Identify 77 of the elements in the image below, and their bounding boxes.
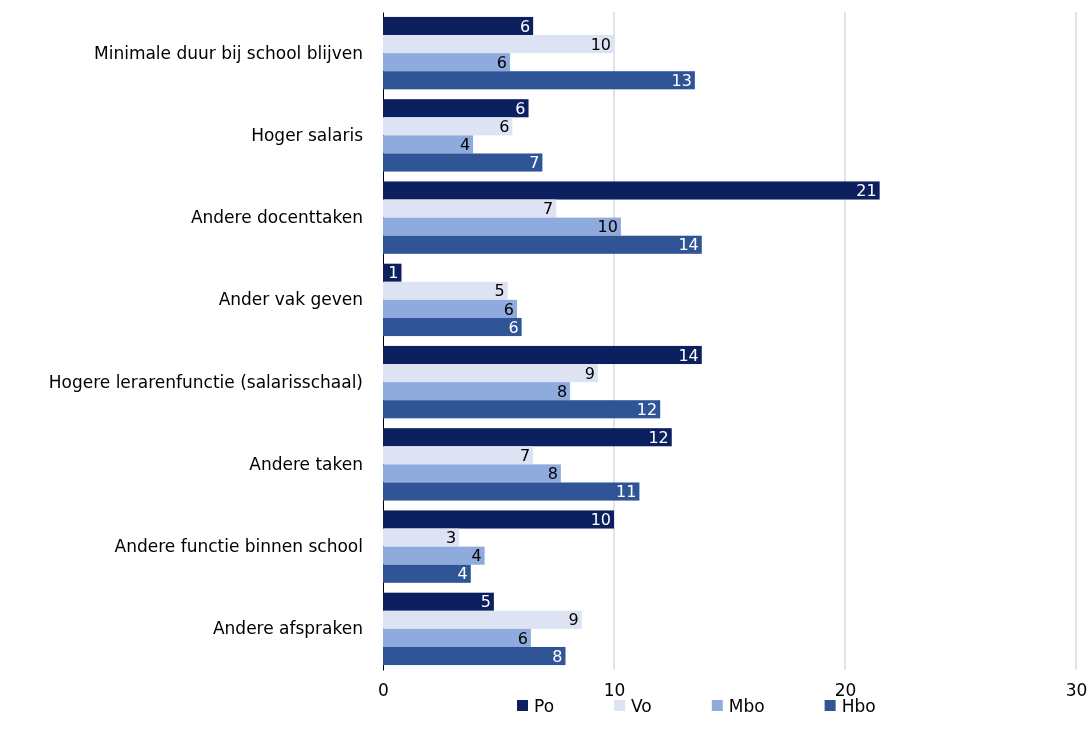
bar: [383, 53, 511, 72]
bar: [383, 546, 485, 565]
data-label: 10: [590, 510, 611, 530]
data-label: 5: [494, 281, 505, 301]
x-tick-label: 10: [603, 680, 626, 701]
data-label: 7: [519, 445, 531, 465]
data-label: 8: [547, 464, 558, 484]
bar: [383, 628, 531, 647]
data-label: 12: [648, 427, 669, 447]
data-label: 1: [388, 263, 399, 283]
bar: [383, 281, 508, 300]
bar: [383, 382, 571, 401]
data-label: 4: [471, 546, 482, 566]
bar: [383, 117, 513, 136]
data-label: 4: [457, 564, 468, 584]
bar: [383, 528, 460, 547]
bar: [383, 317, 522, 337]
data-label: 10: [590, 34, 611, 54]
data-label: 9: [568, 610, 579, 630]
data-label: 10: [597, 217, 618, 237]
bar: [383, 99, 529, 118]
y-tick-label: Andere functie binnen school: [114, 536, 363, 557]
data-label: 7: [543, 199, 554, 219]
legend-label: Po: [534, 695, 555, 716]
data-label: 6: [519, 16, 531, 36]
data-label: 6: [499, 116, 510, 136]
data-label: 4: [459, 135, 471, 155]
data-label: 11: [616, 482, 637, 502]
bar: [383, 199, 557, 218]
y-tick-label: Hoger salaris: [251, 124, 364, 145]
data-label: 14: [678, 345, 699, 365]
y-tick-label: Hogere lerarenfunctie (salarisschaal): [48, 371, 363, 392]
data-label: 6: [508, 317, 519, 337]
bar: [383, 510, 614, 529]
data-label: 5: [480, 592, 491, 612]
y-tick-label: Andere afspraken: [212, 618, 363, 639]
data-label: 9: [584, 363, 595, 383]
bar: [383, 482, 640, 501]
data-label: 7: [529, 153, 540, 173]
bar: [383, 153, 543, 172]
y-tick-label: Andere taken: [249, 453, 363, 474]
bar: [383, 217, 621, 236]
bar: [383, 345, 702, 365]
data-label: 3: [446, 528, 457, 548]
y-tick-label: Ander vak geven: [218, 289, 363, 310]
bar: [383, 464, 561, 483]
bar: [383, 592, 494, 611]
bar: [383, 364, 598, 383]
data-label: 21: [856, 181, 877, 201]
bar: [383, 16, 534, 36]
data-label: 6: [517, 628, 528, 648]
bar: [383, 181, 880, 200]
bar: [383, 35, 614, 54]
y-tick-label: Andere docenttaken: [190, 207, 363, 228]
data-label: 8: [556, 381, 568, 401]
bar: [383, 71, 695, 90]
bar: [383, 235, 702, 254]
bar: [383, 428, 672, 447]
data-label: 8: [552, 646, 563, 666]
data-label: 12: [636, 399, 658, 419]
y-tick-label: Minimale duur bij school blijven: [94, 42, 363, 63]
x-tick-label: 0: [378, 680, 389, 701]
data-label: 14: [678, 235, 699, 255]
bar: [383, 299, 517, 318]
legend-label: Vo: [631, 695, 652, 716]
data-label: 6: [496, 52, 508, 72]
bar: [383, 135, 474, 154]
bar: [383, 646, 566, 666]
data-label: 13: [671, 70, 692, 90]
bar: [383, 564, 471, 583]
data-label: 6: [503, 299, 514, 319]
x-tick-label: 30: [1065, 680, 1088, 701]
data-label: 6: [515, 98, 526, 118]
bar: [383, 446, 534, 465]
legend-label: Mbo: [728, 695, 765, 716]
bar: [383, 400, 661, 419]
bar: [383, 610, 582, 629]
